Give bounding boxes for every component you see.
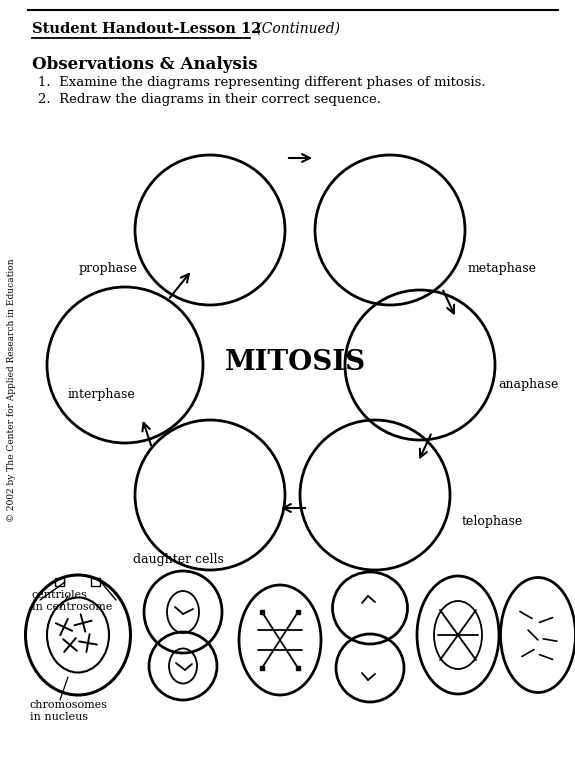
Bar xyxy=(55,578,64,586)
Text: Student Handout-Lesson 12: Student Handout-Lesson 12 xyxy=(32,22,262,36)
Text: interphase: interphase xyxy=(68,388,136,401)
Text: telophase: telophase xyxy=(462,515,523,528)
Text: centrioles
in centrosome: centrioles in centrosome xyxy=(32,590,112,611)
Text: daughter cells: daughter cells xyxy=(133,553,224,566)
Text: MITOSIS: MITOSIS xyxy=(224,349,366,376)
Text: anaphase: anaphase xyxy=(498,378,558,391)
Text: © 2002 by The Center for Applied Research in Education: © 2002 by The Center for Applied Researc… xyxy=(7,258,17,522)
Text: prophase: prophase xyxy=(79,262,138,275)
Text: Observations & Analysis: Observations & Analysis xyxy=(32,56,258,73)
Text: chromosomes
in nucleus: chromosomes in nucleus xyxy=(30,700,108,721)
Text: (Continued): (Continued) xyxy=(252,22,340,36)
Text: metaphase: metaphase xyxy=(468,262,537,275)
Bar xyxy=(91,578,100,586)
Text: 1.  Examine the diagrams representing different phases of mitosis.: 1. Examine the diagrams representing dif… xyxy=(38,76,486,89)
Text: 2.  Redraw the diagrams in their correct sequence.: 2. Redraw the diagrams in their correct … xyxy=(38,93,381,106)
